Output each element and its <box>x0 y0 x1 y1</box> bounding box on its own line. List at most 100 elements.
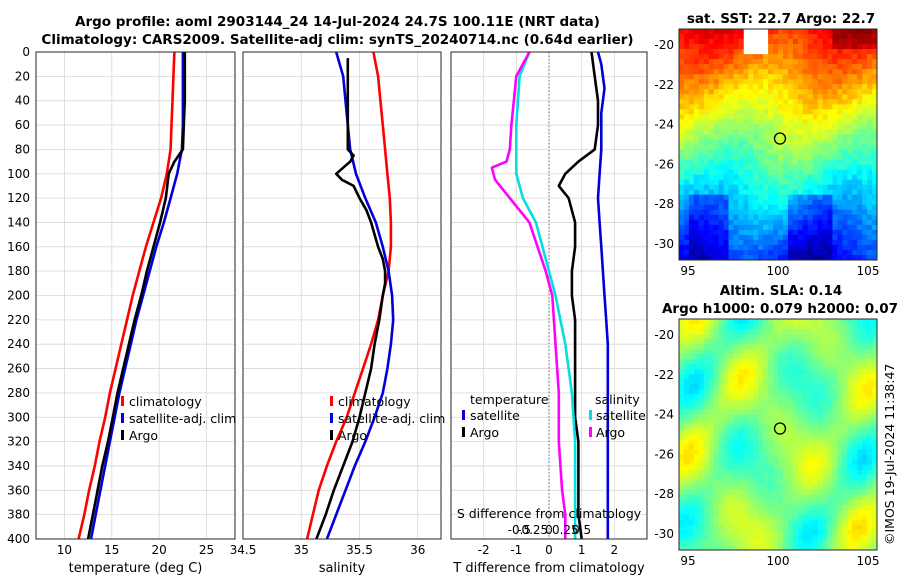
legend-label: satellite-adj. clim <box>129 411 236 426</box>
x-tick-label: 0 <box>545 543 553 557</box>
map-y-tick-label: -20 <box>654 328 674 342</box>
legend-group-title: temperature <box>470 392 549 407</box>
x-tick-label: 15 <box>104 543 119 557</box>
legend-swatch <box>589 410 592 420</box>
map-y-tick-label: -22 <box>654 78 674 92</box>
y-tick-label: 100 <box>7 167 30 181</box>
y-tick-label: 80 <box>15 142 30 156</box>
map-x-tick-label: 105 <box>857 264 880 278</box>
y-tick-label: 260 <box>7 362 30 376</box>
x-tick-label: 25 <box>199 543 214 557</box>
y-tick-label: 120 <box>7 191 30 205</box>
series-line-temperature-argo <box>557 52 600 539</box>
y-tick-label: 280 <box>7 386 30 400</box>
x-tick-label: 1 <box>578 543 586 557</box>
x-axis-label: T difference from climatology <box>452 561 645 576</box>
legend-label: Argo <box>129 428 158 443</box>
x-tick-label: 20 <box>152 543 167 557</box>
series-line-salinity-satellite <box>514 52 577 539</box>
y-tick-label: 320 <box>7 435 30 449</box>
y-tick-label: 200 <box>7 289 30 303</box>
secondary-x-tick-label: 0 <box>545 523 553 537</box>
sla-map-frame <box>678 318 878 551</box>
x-tick-label: 34.5 <box>230 543 257 557</box>
legend-group-title: salinity <box>595 392 640 407</box>
y-tick-label: 40 <box>15 94 30 108</box>
main-title-line1: Argo profile: aoml 2903144_24 14-Jul-202… <box>75 14 600 30</box>
map-y-tick-label: -30 <box>654 527 674 541</box>
y-tick-label: 400 <box>7 532 30 546</box>
series-line-argo <box>315 58 387 539</box>
map-y-tick-label: -26 <box>654 157 674 171</box>
legend-label: climatology <box>129 394 202 409</box>
map-x-tick-label: 100 <box>767 554 790 568</box>
sla-map-cells <box>679 319 878 551</box>
map-x-tick-label: 105 <box>857 554 880 568</box>
series-line-climatology <box>77 52 176 539</box>
legend-label: satellite-adj. clim <box>338 411 445 426</box>
y-tick-label: 60 <box>15 118 30 132</box>
timestamp: ©IMOS 19-Jul-2024 11:38:47 <box>882 363 897 545</box>
sla-map-title-line1: Altim. SLA: 0.14 <box>719 283 843 299</box>
map-x-tick-label: 100 <box>767 264 790 278</box>
map-y-tick-label: -24 <box>654 118 674 132</box>
secondary-x-label: S difference from climatology <box>457 506 642 521</box>
secondary-x-tick-label: 0.25 <box>552 523 579 537</box>
map-y-tick-label: -28 <box>654 197 674 211</box>
legend-label: Argo <box>596 425 625 440</box>
series-line-temperature-satellite <box>596 52 610 539</box>
legend-swatch <box>462 410 465 420</box>
legend-swatch <box>589 427 592 437</box>
x-axis-label: temperature (deg C) <box>69 561 203 576</box>
legend-label: climatology <box>338 394 411 409</box>
y-tick-label: 160 <box>7 240 30 254</box>
map-y-tick-label: -20 <box>654 38 674 52</box>
legend-swatch <box>121 430 124 440</box>
series-line-argo <box>86 52 187 539</box>
argo-position-marker <box>773 132 787 145</box>
argo-position-marker <box>773 422 787 435</box>
legend-label: Argo <box>338 428 367 443</box>
sst-map-cells <box>679 29 878 261</box>
x-tick-label: 2 <box>611 543 619 557</box>
legend-label: satellite <box>470 408 520 423</box>
y-tick-label: 180 <box>7 264 30 278</box>
secondary-x-tick-label: -0.25 <box>517 523 548 537</box>
series-line-salinity-argo <box>490 52 567 539</box>
y-tick-label: 380 <box>7 508 30 522</box>
sla-map-title-line2: Argo h1000: 0.079 h2000: 0.07 <box>661 301 899 317</box>
legend-swatch <box>462 427 465 437</box>
x-axis-label: salinity <box>319 561 366 576</box>
x-tick-label: 35 <box>294 543 309 557</box>
y-tick-label: 20 <box>15 69 30 83</box>
y-tick-label: 220 <box>7 313 30 327</box>
legend-label: Argo <box>470 425 499 440</box>
x-tick-label: 10 <box>57 543 72 557</box>
legend-swatch <box>121 396 124 406</box>
legend-swatch <box>330 413 333 423</box>
map-x-tick-label: 95 <box>680 264 695 278</box>
main-title-line2: Climatology: CARS2009. Satellite-adj cli… <box>41 32 634 48</box>
map-y-tick-label: -30 <box>654 237 674 251</box>
x-tick-label: 35.5 <box>346 543 373 557</box>
secondary-x-tick-label: -0.5 <box>508 523 531 537</box>
y-tick-label: 340 <box>7 459 30 473</box>
legend-swatch <box>121 413 124 423</box>
sst-map-title: sat. SST: 22.7 Argo: 22.7 <box>686 11 876 27</box>
axes-frame <box>242 51 442 540</box>
x-tick-label: -1 <box>510 543 522 557</box>
x-tick-label: 36 <box>410 543 425 557</box>
map-x-tick-label: 95 <box>680 554 695 568</box>
axes-frame <box>450 51 648 540</box>
y-tick-label: 0 <box>22 45 30 59</box>
legend-swatch <box>330 396 333 406</box>
sst-map-frame <box>678 28 878 261</box>
secondary-x-tick-label: 0.5 <box>572 523 591 537</box>
map-y-tick-label: -24 <box>654 408 674 422</box>
y-tick-label: 300 <box>7 410 30 424</box>
legend-swatch <box>330 430 333 440</box>
map-y-tick-label: -28 <box>654 487 674 501</box>
y-tick-label: 140 <box>7 215 30 229</box>
map-y-tick-label: -22 <box>654 368 674 382</box>
